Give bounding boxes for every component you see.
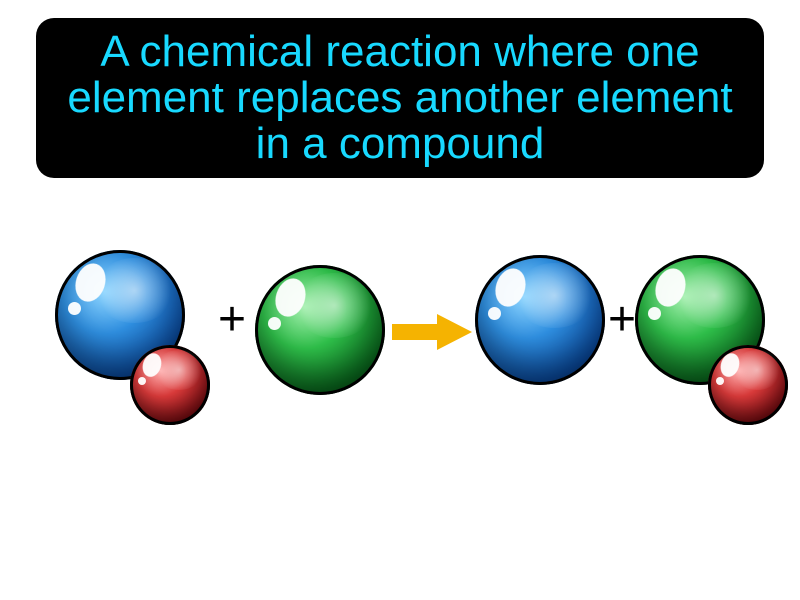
reactant-red-sphere — [130, 345, 210, 425]
plus-symbol: + — [608, 293, 636, 346]
plus-operator-1: + — [218, 292, 246, 347]
product-blue-sphere — [475, 255, 605, 385]
reaction-diagram: + + — [0, 220, 800, 480]
plus-operator-2: + — [608, 292, 636, 347]
definition-title-box: A chemical reaction where one element re… — [36, 18, 764, 178]
stage: A chemical reaction where one element re… — [0, 0, 800, 600]
reaction-arrow-icon — [392, 312, 472, 357]
definition-title-text: A chemical reaction where one element re… — [60, 29, 740, 168]
reactant-green-sphere — [255, 265, 385, 395]
plus-symbol: + — [218, 293, 246, 346]
product-red-sphere — [708, 345, 788, 425]
